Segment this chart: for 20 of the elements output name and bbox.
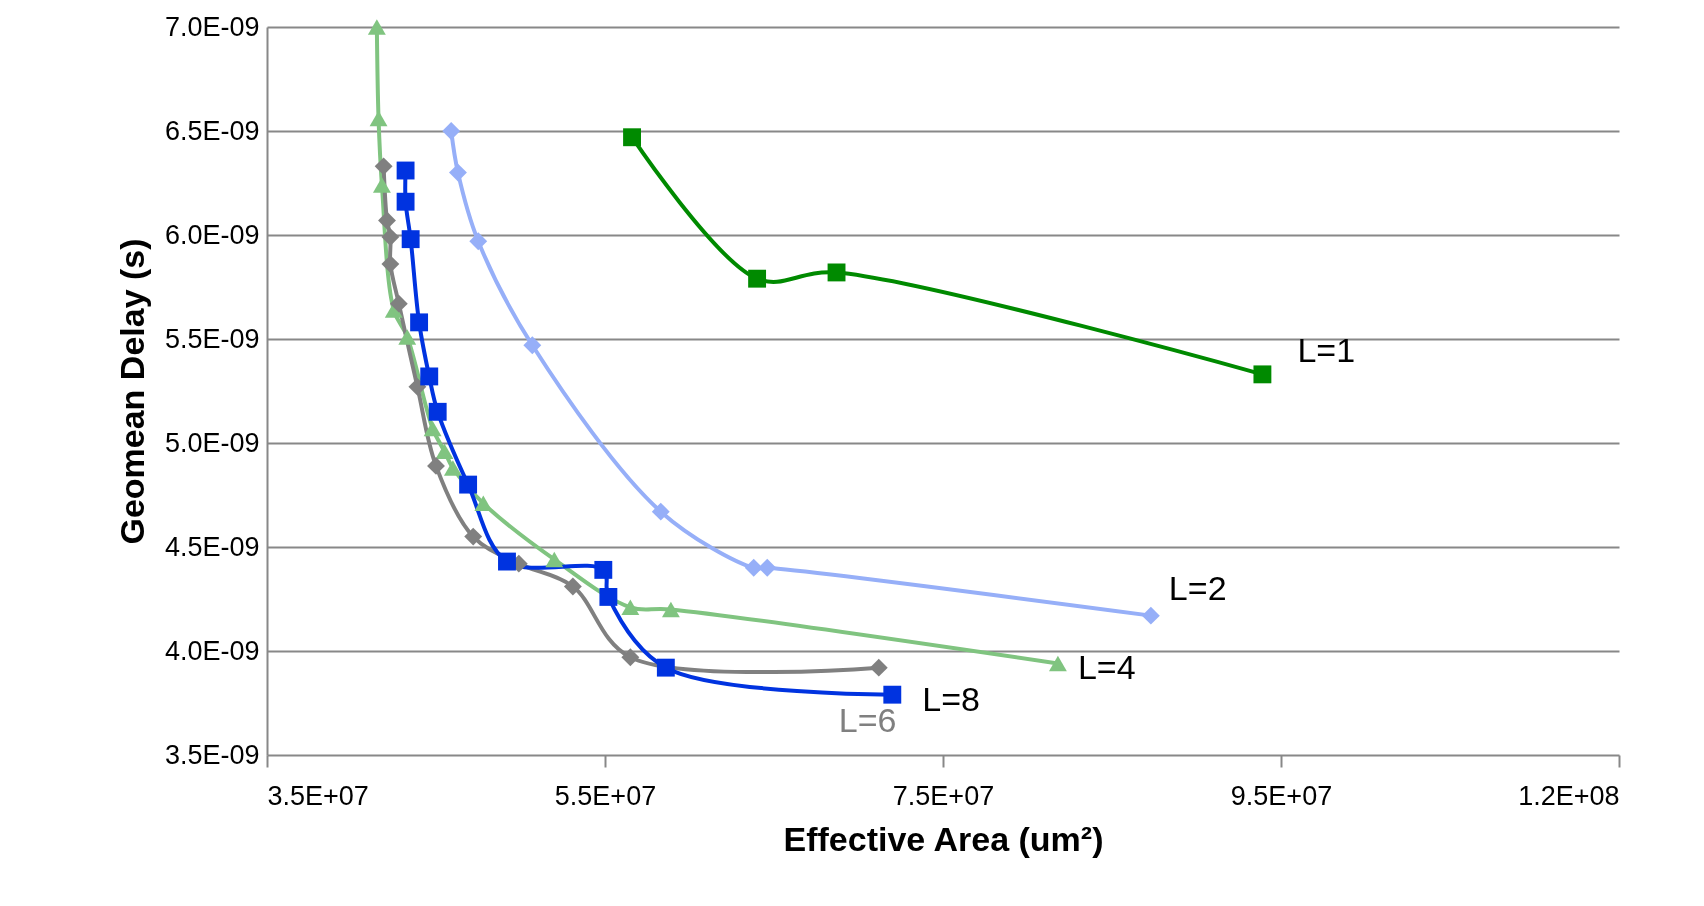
y-tick-label: 6.5E-09 [164, 115, 260, 146]
series-label: L=2 [1168, 568, 1227, 607]
x-tick-label: 7.5E+07 [892, 780, 995, 811]
series-label: L=4 [1077, 648, 1136, 687]
series-label: L=1 [1297, 331, 1356, 370]
y-tick-label: 5.5E-09 [164, 323, 260, 354]
x-axis-title: Effective Area (um²) [783, 819, 1104, 858]
x-tick-label: 9.5E+07 [1230, 780, 1333, 811]
series-label: L=6 [838, 700, 897, 739]
y-tick-label: 5.0E-09 [164, 427, 260, 458]
y-tick-label: 4.0E-09 [164, 635, 260, 666]
y-tick-label: 4.5E-09 [164, 531, 260, 562]
y-tick-label: 7.0E-09 [164, 11, 260, 42]
x-tick-label: 5.5E+07 [554, 780, 657, 811]
y-tick-label: 6.0E-09 [164, 219, 260, 250]
y-tick-label: 3.5E-09 [164, 739, 260, 770]
x-tick-label: 3.5E+07 [267, 780, 369, 811]
x-tick-label: 1.2E+08 [1518, 780, 1620, 811]
series-label: L=8 [922, 679, 980, 718]
y-axis-title: Geomean Delay (s) [112, 238, 151, 545]
